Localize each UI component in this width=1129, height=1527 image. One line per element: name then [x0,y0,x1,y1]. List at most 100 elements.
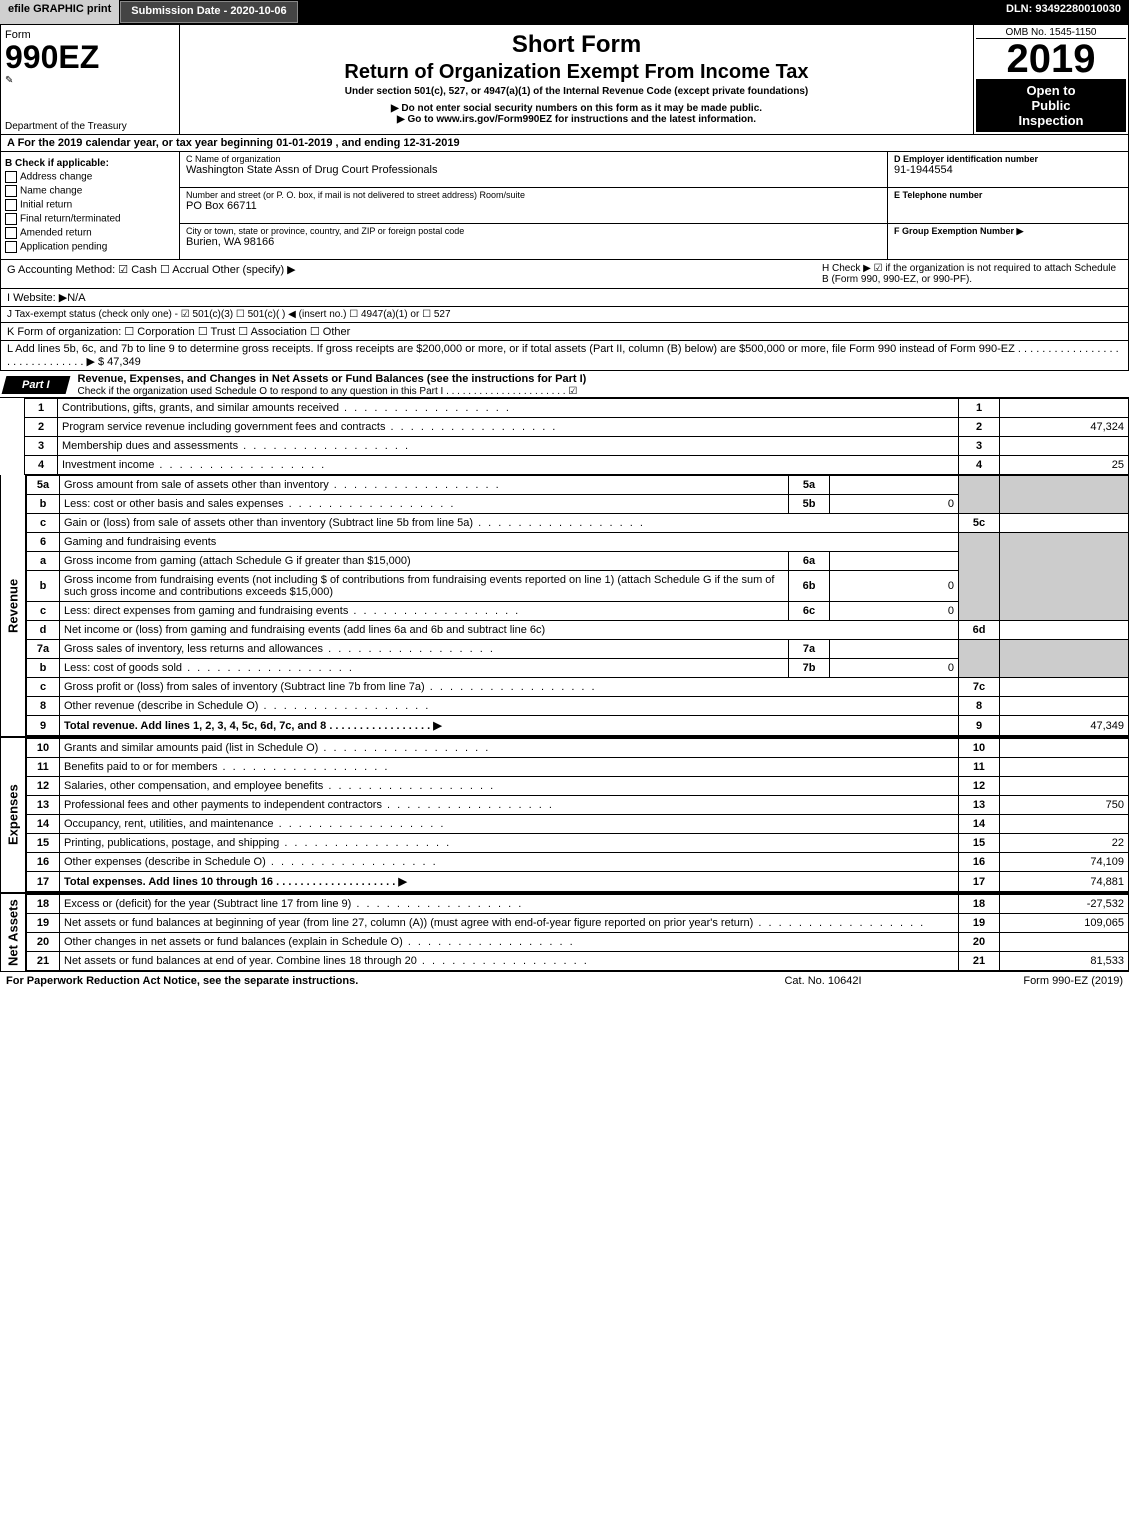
k-org-type: K Form of organization: ☐ Corporation ☐ … [0,323,1129,341]
num-21: 21 [959,952,1000,971]
ln-19: 19 [27,914,60,933]
check-name[interactable]: Name change [5,185,175,197]
shade-7b [1000,640,1129,678]
desc-1: Contributions, gifts, grants, and simila… [58,399,959,418]
amt-17: 74,881 [1000,872,1129,892]
num-15: 15 [959,834,1000,853]
num-14: 14 [959,815,1000,834]
ln-9: 9 [27,716,60,736]
amt-8 [1000,697,1129,716]
desc-10: Grants and similar amounts paid (list in… [60,739,959,758]
num-13: 13 [959,796,1000,815]
entity-ids: D Employer identification number 91-1944… [887,152,1128,259]
open1: Open to [1026,83,1075,98]
amt-12 [1000,777,1129,796]
amt-11 [1000,758,1129,777]
num-3: 3 [959,437,1000,456]
check-address[interactable]: Address change [5,171,175,183]
city-val: Burien, WA 98166 [186,236,881,248]
num-19: 19 [959,914,1000,933]
ln-13: 13 [27,796,60,815]
sub-5a: 5a [789,476,830,495]
efile-label[interactable]: efile GRAPHIC print [0,0,119,24]
amt-9: 47,349 [1000,716,1129,736]
dept-text: Department of the Treasury [5,121,127,132]
amt-3 [1000,437,1129,456]
ln-18: 18 [27,895,60,914]
num-9: 9 [959,716,1000,736]
ln-12: 12 [27,777,60,796]
dln-number: DLN: 93492280010030 [998,0,1129,24]
footer-left: For Paperwork Reduction Act Notice, see … [6,975,723,987]
check-pending[interactable]: Application pending [5,241,175,253]
amt-20 [1000,933,1129,952]
check-amended[interactable]: Amended return [5,227,175,239]
group-cell: F Group Exemption Number ▶ [888,224,1128,259]
form-code: 990EZ [5,41,175,73]
org-name: Washington State Assn of Drug Court Prof… [186,164,881,176]
sub-6c: 6c [789,602,830,621]
subtitle-2: ▶ Do not enter social security numbers o… [186,103,967,114]
num-5c: 5c [959,514,1000,533]
amt-18: -27,532 [1000,895,1129,914]
desc-7a: Gross sales of inventory, less returns a… [60,640,789,659]
ln-3: 3 [25,437,58,456]
desc-3: Membership dues and assessments [58,437,959,456]
amt-16: 74,109 [1000,853,1129,872]
sub-7b: 7b [789,659,830,678]
ln-5b: b [27,495,60,514]
num-8: 8 [959,697,1000,716]
ein-cell: D Employer identification number 91-1944… [888,152,1128,188]
desc-14: Occupancy, rent, utilities, and maintena… [60,815,959,834]
ln-17: 17 [27,872,60,892]
ln-15: 15 [27,834,60,853]
g-accounting: G Accounting Method: ☑ Cash ☐ Accrual Ot… [7,263,822,285]
shade-5 [959,476,1000,514]
street-cell: Number and street (or P. O. box, if mail… [180,188,887,224]
netassets-label: Net Assets [0,894,26,971]
ln-7c: c [27,678,60,697]
num-4: 4 [959,456,1000,475]
f-label: F Group Exemption Number ▶ [894,226,1122,237]
c-label: C Name of organization [186,154,881,164]
check-final[interactable]: Final return/terminated [5,213,175,225]
num-16: 16 [959,853,1000,872]
desc-6d: Net income or (loss) from gaming and fun… [60,621,959,640]
shade-6 [959,533,1000,621]
shade-6b [1000,533,1129,621]
desc-21: Net assets or fund balances at end of ye… [60,952,959,971]
num-12: 12 [959,777,1000,796]
num-10: 10 [959,739,1000,758]
desc-20: Other changes in net assets or fund bala… [60,933,959,952]
desc-17: Total expenses. Add lines 10 through 16 … [60,872,959,892]
check-initial[interactable]: Initial return [5,199,175,211]
num-1: 1 [959,399,1000,418]
tax-year: 2019 [976,39,1126,79]
num-11: 11 [959,758,1000,777]
desc-6: Gaming and fundraising events [60,533,959,552]
amt-13: 750 [1000,796,1129,815]
sub-5b: 5b [789,495,830,514]
amt-10 [1000,739,1129,758]
revenue-label: Revenue [0,475,26,736]
footer-right: Form 990-EZ (2019) [923,975,1123,987]
amt-5c [1000,514,1129,533]
street-label: Number and street (or P. O. box, if mail… [186,190,881,200]
amt-14 [1000,815,1129,834]
row-gh: G Accounting Method: ☑ Cash ☐ Accrual Ot… [0,260,1129,289]
num-2: 2 [959,418,1000,437]
desc-2: Program service revenue including govern… [58,418,959,437]
amt-2: 47,324 [1000,418,1129,437]
ln-6: 6 [27,533,60,552]
desc-6a: Gross income from gaming (attach Schedul… [60,552,789,571]
submission-date: Submission Date - 2020-10-06 [120,1,297,23]
e-label: E Telephone number [894,190,1122,200]
ein-val: 91-1944554 [894,164,1122,176]
desc-6c: Less: direct expenses from gaming and fu… [60,602,789,621]
city-cell: City or town, state or province, country… [180,224,887,259]
sval-6c: 0 [830,602,959,621]
header-center: Short Form Return of Organization Exempt… [180,25,974,134]
ln-10: 10 [27,739,60,758]
ln-4: 4 [25,456,58,475]
amt-19: 109,065 [1000,914,1129,933]
